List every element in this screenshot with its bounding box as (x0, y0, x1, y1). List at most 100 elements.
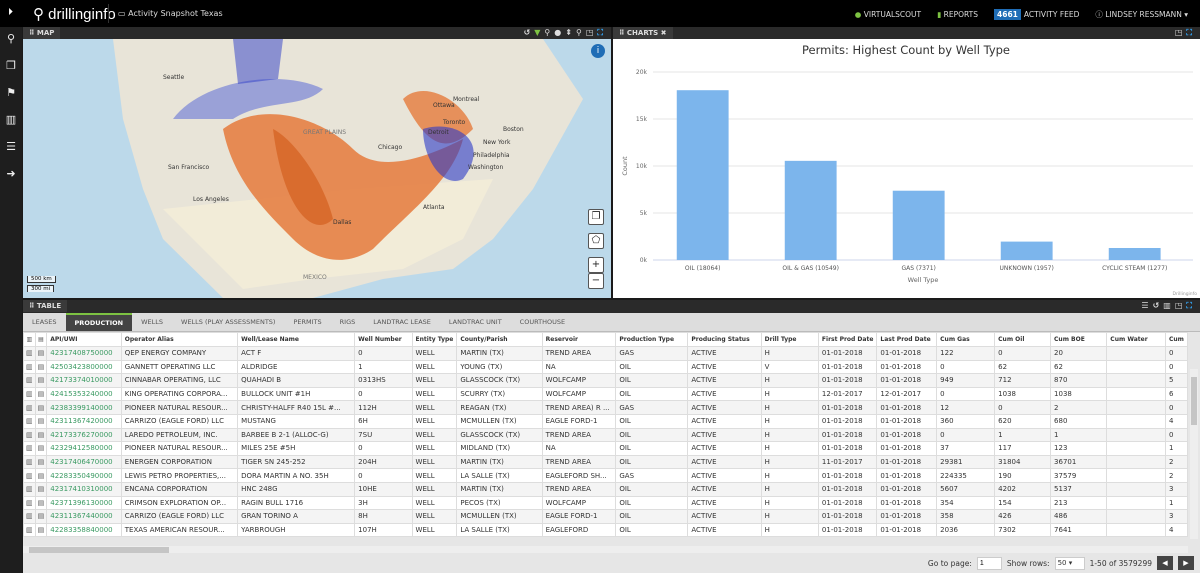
api-link[interactable]: 42415353240000 (46, 386, 122, 402)
column-header[interactable]: Cum Water (1106, 332, 1166, 347)
column-header[interactable]: Cum Oil (994, 332, 1052, 347)
column-header[interactable]: Reservoir (541, 332, 617, 347)
layers-icon[interactable]: ❐ (6, 59, 16, 72)
zoom-out-button[interactable]: − (588, 273, 604, 289)
well-detail-icon[interactable]: ▥ (23, 359, 36, 375)
report-icon[interactable]: ▤ (34, 441, 48, 456)
report-icon[interactable]: ▤ (34, 359, 48, 375)
column-header[interactable]: Operator Alias (120, 332, 239, 347)
report-icon[interactable]: ▤ (34, 495, 48, 511)
report-icon[interactable]: ▤ (34, 413, 48, 429)
location-icon[interactable]: ⚑ (6, 86, 16, 99)
column-header[interactable]: Well/Lease Name (237, 332, 356, 347)
table-row[interactable]: ▥ ▤ 42503423800000 GANNETT OPERATING LLC ALD… (23, 359, 1188, 375)
column-header[interactable]: Cum (1164, 332, 1188, 347)
tab-courthouse[interactable]: COURTHOUSE (519, 318, 566, 326)
report-icon[interactable]: ▤ (34, 427, 48, 443)
tab-leases[interactable]: LEASES (32, 318, 57, 326)
well-detail-icon[interactable]: ▥ (23, 427, 36, 443)
table-row[interactable]: ▥ ▤ 42283358840000 TEXAS AMERICAN RESOUR...… (23, 522, 1188, 538)
well-detail-icon[interactable]: ▥ (23, 509, 36, 524)
report-icon[interactable]: ▤ (34, 346, 48, 361)
database-icon[interactable]: ☰ (6, 140, 16, 153)
user-menu[interactable]: ⓘ LINDSEY RESSMANN ▾ (1095, 10, 1188, 19)
api-link[interactable]: 42371396130000 (46, 495, 122, 511)
report-icon[interactable]: ▤ (34, 468, 48, 483)
export-icon[interactable]: ▤ (34, 332, 48, 347)
tab-permits[interactable]: PERMITS (293, 318, 322, 326)
column-header[interactable]: Entity Type (411, 332, 458, 347)
well-detail-icon[interactable]: ▥ (23, 454, 36, 470)
chart-icon[interactable]: ▥ (5, 113, 17, 126)
table-row[interactable]: ▥ ▤ 42311367420000 CARRIZO (EAGLE FORD) LLC… (23, 413, 1188, 429)
map-panel-title[interactable]: ⠿ MAP (23, 27, 61, 39)
table-row[interactable]: ▥ ▤ 42173376270000 LAREDO PETROLEUM, INC. BA… (23, 427, 1188, 443)
column-header[interactable]: County/Parish (456, 332, 543, 347)
map-view[interactable]: Seattle Montreal Ottawa Toronto Boston D… (23, 39, 611, 298)
rows-per-page-select[interactable]: 50 ▾ (1054, 556, 1085, 570)
well-detail-icon[interactable]: ▥ (23, 386, 36, 402)
table-row[interactable]: ▥ ▤ 42383399140000 PIONEER NATURAL RESOUR..… (23, 400, 1188, 415)
well-detail-icon[interactable]: ▥ (23, 481, 36, 497)
column-header[interactable]: Production Type (615, 332, 689, 347)
column-header[interactable]: Last Prod Date (876, 332, 938, 347)
reports-button[interactable]: ▮ REPORTS (937, 10, 978, 19)
tab-landtrac-lease[interactable]: LANDTRAC LEASE (373, 318, 431, 326)
map-toolbar[interactable]: ↺▼⚲●⇞⚲◳⛶ (523, 28, 607, 37)
activity-feed-button[interactable]: 4661 ACTIVITY FEED (994, 9, 1079, 20)
table-row[interactable]: ▥ ▤ 42415353240000 KING OPERATING CORPORA..… (23, 386, 1188, 402)
well-detail-icon[interactable]: ▥ (23, 468, 36, 483)
prev-page-button[interactable]: ◀ (1157, 556, 1173, 570)
vertical-scrollbar[interactable] (1190, 369, 1198, 539)
api-link[interactable]: 42283350490000 (46, 468, 122, 483)
api-link[interactable]: 42311367440000 (46, 509, 122, 524)
column-header[interactable]: Cum Gas (936, 332, 996, 347)
menu-toggle-icon[interactable]: ⏵ (8, 7, 13, 18)
charts-toolbar[interactable]: ◳⛶ (1174, 28, 1196, 37)
api-link[interactable]: 42317410310000 (46, 481, 122, 497)
well-detail-icon[interactable]: ▥ (23, 346, 36, 361)
api-link[interactable]: 42173376270000 (46, 427, 122, 443)
table-row[interactable]: ▥ ▤ 42317406470000 ENERGEN CORPORATION TIGER… (23, 454, 1188, 470)
column-header[interactable]: Cum BOE (1050, 332, 1108, 347)
bar[interactable] (784, 160, 837, 260)
api-link[interactable]: 42311367420000 (46, 413, 122, 429)
table-row[interactable]: ▥ ▤ 42317410310000 ENCANA CORPORATION HNC 24… (23, 481, 1188, 497)
report-icon[interactable]: ▤ (34, 400, 48, 415)
table-toolbar[interactable]: ☰↺▥◳⛶ (1141, 301, 1196, 310)
tab-wells[interactable]: WELLS (141, 318, 164, 326)
column-header[interactable]: Well Number (354, 332, 413, 347)
column-header[interactable]: First Prod Date (817, 332, 878, 347)
info-icon[interactable]: i (591, 44, 605, 58)
horizontal-scrollbar[interactable] (23, 546, 1188, 554)
bar[interactable] (892, 190, 945, 260)
well-detail-icon[interactable]: ▥ (23, 400, 36, 415)
page-selector[interactable]: ▭ Activity Snapshot Texas (118, 9, 223, 18)
tab-landtrac-unit[interactable]: LANDTRAC UNIT (448, 318, 502, 326)
well-detail-icon[interactable]: ▥ (23, 522, 36, 538)
report-icon[interactable]: ▤ (34, 373, 48, 388)
column-header[interactable]: Drill Type (760, 332, 819, 347)
bar[interactable] (1000, 241, 1053, 260)
well-detail-icon[interactable]: ▥ (23, 373, 36, 388)
tab-production[interactable]: PRODUCTION (65, 313, 133, 331)
table-row[interactable]: ▥ ▤ 42283350490000 LEWIS PETRO PROPERTIES,.… (23, 468, 1188, 483)
tab-rigs[interactable]: RIGS (339, 318, 356, 326)
virtualscout-button[interactable]: ● VIRTUALSCOUT (855, 10, 921, 19)
api-link[interactable]: 42329412580000 (46, 441, 122, 456)
table-row[interactable]: ▥ ▤ 42173374010000 CINNABAR OPERATING, LLC Q… (23, 373, 1188, 388)
goto-page-input[interactable] (976, 556, 1002, 570)
well-detail-icon[interactable]: ▥ (23, 413, 36, 429)
report-icon[interactable]: ▤ (34, 454, 48, 470)
api-link[interactable]: 42503423800000 (46, 359, 122, 375)
column-header[interactable]: Producing Status (687, 332, 762, 347)
draw-polygon-button[interactable]: ⬠ (588, 233, 604, 249)
logo[interactable]: ⚲ drillinginfo (33, 6, 116, 23)
report-icon[interactable]: ▤ (34, 522, 48, 538)
table-row[interactable]: ▥ ▤ 42329412580000 PIONEER NATURAL RESOUR..… (23, 441, 1188, 456)
charts-panel-title[interactable]: ⠿ CHARTS ✖ (613, 27, 673, 39)
search-icon[interactable]: ⚲ (6, 32, 16, 45)
logout-icon[interactable]: ➜ (6, 167, 16, 180)
report-icon[interactable]: ▤ (34, 386, 48, 402)
